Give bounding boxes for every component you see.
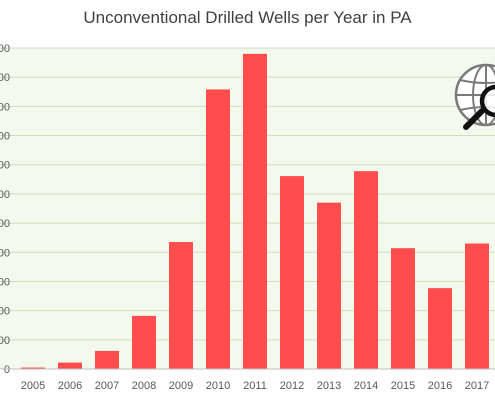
x-tick-label: 2010 [206,380,230,392]
x-tick-labels: 2005 2006 2007 2008 2009 2010 2011 2012 2013 2014… [21,380,489,392]
x-tick-label: 2017 [465,380,489,392]
chart-title: Unconventional Drilled Wells per Year in… [83,8,412,27]
y-tick-label: 900 [0,101,10,113]
y-tick-label: 500 [0,218,10,230]
bar-2017 [465,243,489,369]
y-tick-label: 600 [0,189,10,201]
x-tick-label: 2007 [95,380,119,392]
bars [21,53,489,370]
bar-2005 [21,367,45,369]
bar-2016 [428,288,452,369]
y-tick-label: 400 [0,247,10,259]
x-tick-label: 2008 [132,380,156,392]
bar-2013 [317,202,341,369]
x-tick-label: 2015 [391,380,415,392]
y-tick-label: 800 [0,131,10,143]
bar-2009 [169,242,193,369]
y-tick-label: 300 [0,276,10,288]
bar-2007 [95,350,119,369]
x-tick-label: 2006 [58,380,82,392]
y-tick-label: 0 [4,364,10,376]
y-tick-label: 700 [0,160,10,172]
x-tick-label: 2013 [317,380,341,392]
x-tick-label: 2011 [243,380,267,392]
bar-2011 [243,53,267,369]
x-tick-label: 2005 [21,380,45,392]
y-tick-labels: 0 100 200 300 400 500 600 700 800 900 1000 1100 [0,43,10,376]
x-tick-label: 2009 [169,380,193,392]
y-tick-label: 200 [0,306,10,318]
x-tick-label: 2012 [280,380,304,392]
x-tick-label: 2014 [354,380,378,392]
globe-magnifier-icon [454,63,495,130]
y-tick-label: 1100 [0,43,10,55]
bar-2014 [354,171,378,369]
bar-2010 [206,89,230,370]
bar-2012 [280,176,304,369]
bar-2006 [58,362,82,369]
bar-2008 [132,315,156,369]
y-tick-label: 100 [0,335,10,347]
bar-2015 [391,248,415,369]
y-tick-label: 1000 [0,72,10,84]
x-tick-label: 2016 [428,380,452,392]
